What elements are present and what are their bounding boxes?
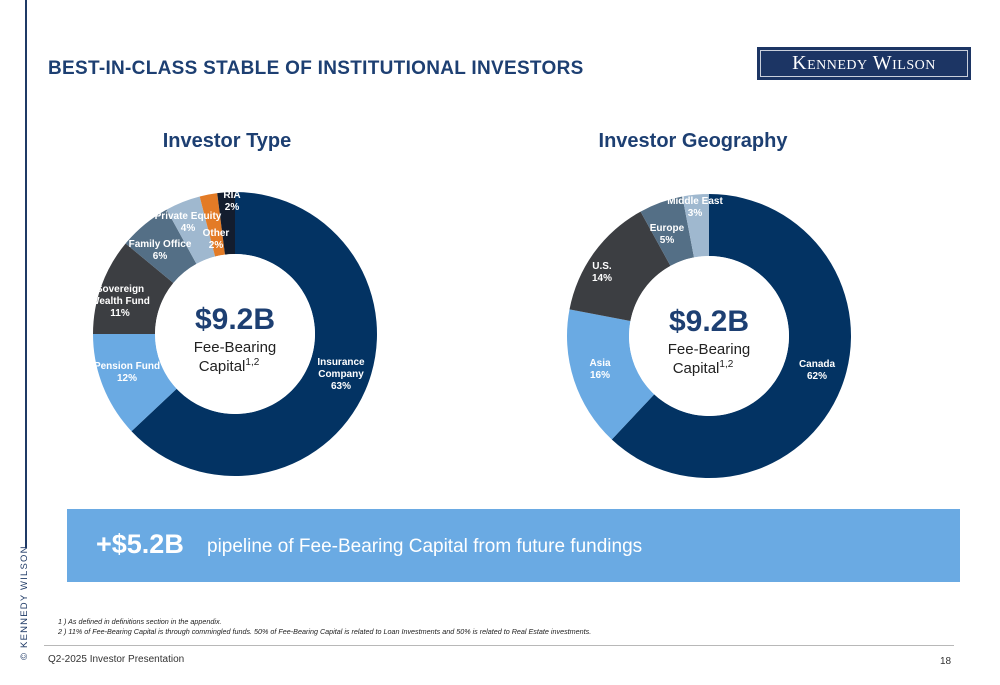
slice-name-asia: Asia — [589, 358, 611, 369]
slice-u-s — [569, 211, 671, 322]
slice-name-private-equity: Private Equity — [155, 211, 222, 222]
center-label-line2: Capital1,2 — [199, 357, 260, 375]
center-label-superscript: 1,2 — [245, 357, 259, 368]
kennedy-wilson-logo: Kennedy Wilson — [757, 47, 971, 80]
slice-label-family-office: Family Office 6% — [129, 239, 192, 262]
slice-name-u-s: U.S. — [592, 261, 612, 272]
slice-name-canada: Canada — [799, 359, 836, 370]
pipeline-amount: +$5.2B — [96, 529, 184, 559]
slice-label-insurance-company: Insurance Company 63% — [317, 357, 365, 392]
slice-label-asia: Asia 16% — [589, 358, 611, 381]
pipeline-text: pipeline of Fee-Bearing Capital from fut… — [207, 536, 643, 557]
slice-value-other: 2% — [209, 240, 224, 251]
slice-value-family-office: 6% — [153, 251, 168, 262]
slice-middle-east — [682, 194, 709, 258]
slice-pension-fund — [93, 334, 177, 432]
slice-asia — [566, 309, 655, 440]
slice-value-insurance-company: 63% — [331, 381, 351, 392]
chart-title-investor-type: Investor Type — [162, 130, 292, 152]
donut-hole — [629, 256, 789, 416]
slice-value-ria: 2% — [225, 202, 240, 213]
slice-ria — [217, 192, 235, 255]
footer-divider — [44, 645, 954, 646]
slice-canada — [611, 194, 852, 479]
slice-value-middle-east: 3% — [688, 208, 703, 219]
slice-name-sovereign-wealth-fund: Sovereign — [96, 284, 144, 295]
footnotes: 1 ) As defined in definitions section in… — [58, 617, 591, 637]
center-label-line2: Capital1,2 — [673, 359, 734, 377]
center-amount: $9.2B — [195, 303, 275, 336]
slice-europe — [640, 196, 695, 266]
slice-label-private-equity: Private Equity 4% — [155, 211, 222, 234]
center-label-line1: Fee-Bearing — [668, 341, 751, 358]
slice-name-family-office: Family Office — [129, 239, 192, 250]
slice-label-europe: Europe 5% — [650, 223, 685, 246]
slice-private-equity — [166, 196, 216, 264]
slice-value-sovereign-wealth-fund: 11% — [110, 308, 130, 319]
footnote-2: 2 ) 11% of Fee-Bearing Capital is throug… — [58, 627, 592, 636]
slice-value-europe: 5% — [660, 235, 675, 246]
slice-insurance-company — [131, 192, 377, 476]
slice-label-middle-east: Middle East 3% — [667, 196, 723, 219]
slice-label-canada: Canada 62% — [799, 359, 836, 382]
slice-label-other: Other 2% — [203, 228, 230, 251]
pipeline-banner: +$5.2B pipeline of Fee-Bearing Capital f… — [67, 509, 960, 582]
slice-name-insurance-company: Insurance — [317, 357, 365, 368]
footnote-1: 1 ) As defined in definitions section in… — [58, 617, 222, 626]
slice-name-middle-east: Middle East — [667, 196, 723, 207]
center-label-line1: Fee-Bearing — [194, 339, 277, 356]
slice-name-other: Other — [203, 228, 230, 239]
footer-presentation-name: Q2-2025 Investor Presentation — [48, 654, 185, 665]
slice-value-canada: 62% — [807, 371, 827, 382]
slice-value-u-s: 14% — [592, 273, 612, 284]
slice-name-ria: RIA — [223, 190, 240, 201]
center-amount: $9.2B — [669, 305, 749, 338]
slice-name-europe: Europe — [650, 223, 685, 234]
page-title: BEST-IN-CLASS STABLE OF INSTITUTIONAL IN… — [48, 58, 584, 79]
slice-family-office — [125, 209, 197, 284]
slice-value-private-equity: 4% — [181, 223, 196, 234]
slice-label-pension-fund: Pension Fund 12% — [94, 361, 160, 384]
slice-name-pension-fund: Pension Fund — [94, 361, 160, 372]
donut-hole — [155, 254, 315, 414]
slice-other — [199, 193, 225, 257]
slice-value-pension-fund: 12% — [117, 373, 137, 384]
slice-name-sovereign-wealth-fund: Wealth Fund — [90, 296, 150, 307]
page-number: 18 — [940, 656, 952, 667]
slice-label-sovereign-wealth-fund: Sovereign Wealth Fund 11% — [90, 284, 150, 319]
center-label-superscript: 1,2 — [719, 359, 733, 370]
slice-label-u-s: U.S. 14% — [592, 261, 612, 284]
slice-value-asia: 16% — [590, 370, 610, 381]
slice-sovereign-wealth-fund — [93, 243, 174, 334]
slice-name-insurance-company: Company — [318, 369, 364, 380]
slice-label-ria: RIA 2% — [223, 190, 240, 213]
sidebar-divider — [25, 0, 27, 548]
chart-title-investor-geography: Investor Geography — [598, 130, 788, 152]
